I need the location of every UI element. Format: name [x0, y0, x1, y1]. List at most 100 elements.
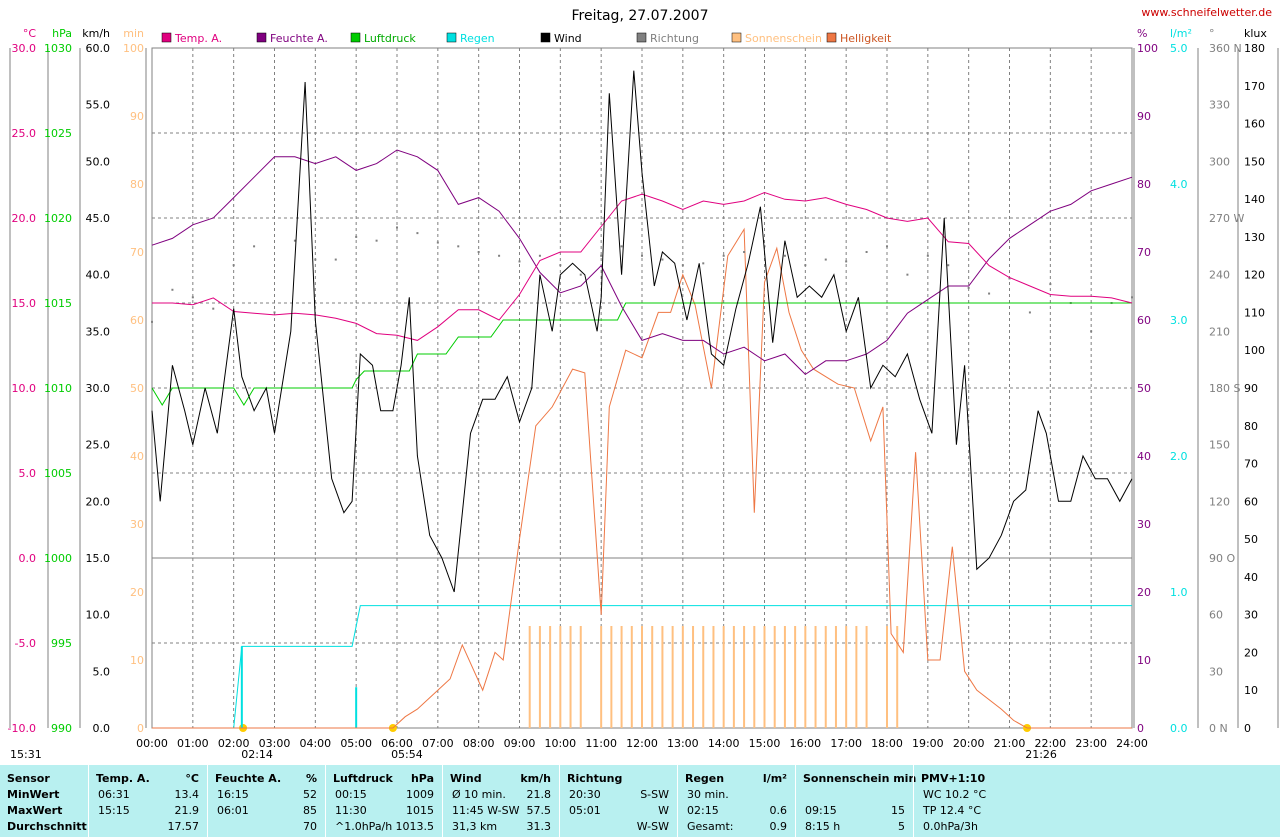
direction-point	[1028, 311, 1031, 314]
x-tick-label: 14:00	[708, 737, 740, 750]
table-cell-time: 11:30	[335, 804, 367, 817]
sunshine-axis-tick-label: 0	[137, 722, 144, 735]
x-tick-label: 18:00	[871, 737, 903, 750]
brightness-axis-tick-label: 140	[1244, 193, 1265, 206]
humidity-axis-tick-label: 80	[1137, 178, 1151, 191]
x-tick-label: 08:00	[463, 737, 495, 750]
direction-point	[334, 258, 337, 261]
humidity-axis-tick-label: 0	[1137, 722, 1144, 735]
x-tick-label: 22:00	[1034, 737, 1066, 750]
column-header: Sonnenschein min	[803, 772, 917, 785]
direction-point	[1049, 283, 1052, 286]
temp-axis-tick-label: 0.0	[19, 552, 37, 565]
direction-point	[355, 235, 358, 238]
table-cell-value: 21.9	[174, 804, 200, 817]
table-cell-time: 0.0hPa/3h	[923, 820, 979, 833]
direction-point	[620, 245, 623, 248]
x-tick-label: 07:00	[422, 737, 454, 750]
legend-swatch	[731, 32, 742, 43]
x-tick-label: 09:00	[504, 737, 536, 750]
table-cell-value: 52	[303, 788, 317, 801]
direction-point	[518, 260, 521, 263]
table-cell-time: ^1.0hPa/h	[335, 820, 393, 833]
brightness-axis-tick-label: 150	[1244, 155, 1265, 168]
direction-point	[926, 254, 929, 257]
column-unit: °C	[185, 772, 199, 785]
table-cell-value: W	[658, 804, 669, 817]
table-cell-time: 00:15	[335, 788, 367, 801]
pressure-axis-tick-label: 1030	[44, 42, 72, 55]
direction-point	[436, 241, 439, 244]
direction-axis-tick-label: 60	[1209, 609, 1223, 622]
sunshine-axis-tick-label: 100	[123, 42, 144, 55]
wind-axis-tick-label: 25.0	[86, 439, 111, 452]
direction-point	[906, 273, 909, 276]
pressure-axis-tick-label: 1015	[44, 297, 72, 310]
rain-axis-tick-label: 3.0	[1170, 314, 1188, 327]
table-cell-time: 20:30	[569, 788, 601, 801]
column-header: Regen	[685, 772, 725, 785]
wind-axis-tick-label: 55.0	[86, 99, 111, 112]
direction-point	[886, 245, 888, 248]
direction-point	[702, 262, 705, 265]
x-tick-label: 15:00	[749, 737, 781, 750]
wind-axis-tick-label: 10.0	[86, 609, 111, 622]
direction-point	[293, 239, 296, 242]
legend-swatch	[540, 32, 551, 43]
sunshine-axis-unit-label: min	[123, 27, 144, 40]
direction-point	[538, 254, 541, 257]
direction-axis-tick-label: 240	[1209, 269, 1230, 282]
direction-point	[988, 292, 991, 295]
legend-swatch	[636, 32, 647, 43]
brightness-axis-unit-label: klux	[1244, 27, 1267, 40]
direction-point	[763, 245, 766, 248]
corner-time: 15:31	[10, 748, 42, 761]
pressure-axis-tick-label: 990	[51, 722, 72, 735]
direction-point	[804, 264, 807, 267]
direction-point	[151, 320, 153, 323]
pressure-axis-tick-label: 1025	[44, 127, 72, 140]
legend-label: Helligkeit	[840, 32, 892, 45]
temp-axis-tick-label: 30.0	[12, 42, 37, 55]
brightness-axis-tick-label: 180	[1244, 42, 1265, 55]
column-unit: l/m²	[762, 772, 787, 785]
direction-point	[375, 239, 378, 242]
table-cell-value: 57.5	[526, 804, 552, 817]
sun-event-label: 05:54	[391, 748, 423, 761]
pressure-axis-tick-label: 995	[51, 637, 72, 650]
table-cell-time: 15:15	[98, 804, 130, 817]
brightness-axis-tick-label: 50	[1244, 533, 1258, 546]
legend-label: Wind	[554, 32, 582, 45]
temp-axis-tick-label: 25.0	[12, 127, 37, 140]
table-column-0: Temp. A. °C 06:31 13.4 15:15 21.9 17.57	[88, 765, 207, 837]
temp-axis-tick-label: 20.0	[12, 212, 37, 225]
x-tick-label: 03:00	[259, 737, 291, 750]
table-cell-value: 70	[303, 820, 317, 833]
legend-swatch	[446, 32, 457, 43]
row-label-average: Durchschnitt	[7, 820, 87, 833]
chart-title: Freitag, 27.07.2007	[572, 8, 709, 24]
sunshine-axis-tick-label: 90	[130, 110, 144, 123]
legend-label: Regen	[460, 32, 495, 45]
temp-axis-tick-label: -10.0	[8, 722, 36, 735]
direction-point	[967, 286, 970, 289]
rain-axis-tick-label: 0.0	[1170, 722, 1188, 735]
direction-point	[824, 258, 827, 261]
table-column-7: PMV+1:10 WC 10.2 °C TP 12.4 °C 0.0hPa/3h	[913, 765, 1280, 837]
humidity-axis-tick-label: 30	[1137, 518, 1151, 531]
column-header: PMV+1:10	[921, 772, 986, 785]
direction-axis-tick-label: 270 W	[1209, 212, 1244, 225]
sunshine-axis-tick-label: 50	[130, 382, 144, 395]
brightness-axis-tick-label: 60	[1244, 495, 1258, 508]
direction-point	[641, 254, 643, 257]
direction-axis-tick-label: 330	[1209, 99, 1230, 112]
table-column-2: Luftdruck hPa 00:15 1009 11:30 1015 ^1.0hPa/h 1…	[325, 765, 442, 837]
direction-point	[212, 307, 215, 310]
legend-label: Sonnenschein	[745, 32, 822, 45]
column-unit: km/h	[520, 772, 551, 785]
direction-point	[947, 264, 950, 267]
sunshine-axis-tick-label: 60	[130, 314, 144, 327]
humidity-axis-tick-label: 20	[1137, 586, 1151, 599]
direction-point	[273, 311, 276, 314]
column-unit: hPa	[410, 772, 434, 785]
